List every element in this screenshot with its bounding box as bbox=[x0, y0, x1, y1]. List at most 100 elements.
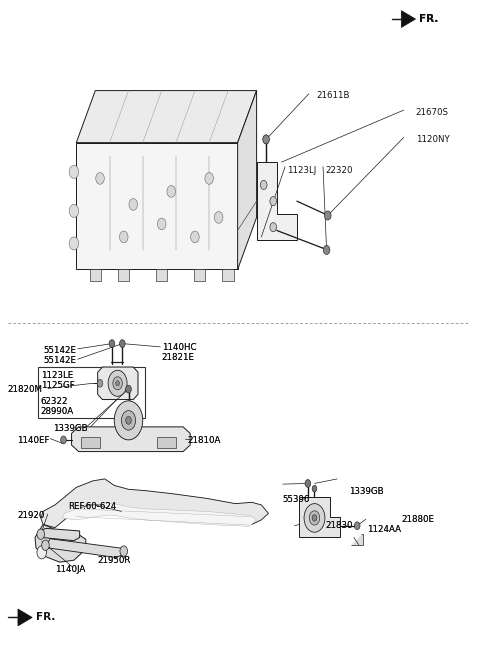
Text: 21830: 21830 bbox=[325, 521, 353, 529]
Polygon shape bbox=[300, 497, 340, 537]
Text: 1339GB: 1339GB bbox=[53, 424, 87, 434]
Circle shape bbox=[121, 411, 136, 430]
Circle shape bbox=[69, 205, 79, 217]
Circle shape bbox=[42, 540, 49, 550]
Text: 21830: 21830 bbox=[325, 521, 353, 529]
Text: 28990A: 28990A bbox=[41, 407, 74, 416]
Polygon shape bbox=[97, 367, 138, 400]
Text: 1125GF: 1125GF bbox=[41, 380, 74, 390]
Text: 1123LJ: 1123LJ bbox=[288, 166, 317, 175]
Circle shape bbox=[323, 245, 330, 255]
Circle shape bbox=[129, 199, 138, 211]
Circle shape bbox=[261, 180, 267, 190]
Circle shape bbox=[354, 522, 360, 529]
Text: 21950R: 21950R bbox=[97, 556, 131, 565]
Text: 21920: 21920 bbox=[17, 511, 44, 520]
Circle shape bbox=[126, 417, 132, 424]
Polygon shape bbox=[41, 479, 268, 527]
Circle shape bbox=[97, 379, 103, 387]
Circle shape bbox=[108, 370, 127, 396]
Text: 21810A: 21810A bbox=[187, 436, 220, 445]
Polygon shape bbox=[72, 427, 190, 451]
Circle shape bbox=[157, 218, 166, 230]
Polygon shape bbox=[42, 528, 80, 541]
Text: REF.60-624: REF.60-624 bbox=[68, 502, 117, 512]
Text: 1123LE: 1123LE bbox=[41, 371, 73, 380]
Text: 1339GB: 1339GB bbox=[349, 487, 384, 497]
Circle shape bbox=[304, 504, 325, 532]
Circle shape bbox=[37, 546, 47, 559]
Circle shape bbox=[126, 385, 132, 393]
Text: 1140JA: 1140JA bbox=[55, 565, 85, 575]
Circle shape bbox=[96, 173, 104, 184]
Text: 21920: 21920 bbox=[17, 511, 44, 520]
Text: 1140EF: 1140EF bbox=[17, 436, 49, 445]
Text: 1120NY: 1120NY bbox=[416, 135, 449, 144]
Polygon shape bbox=[156, 270, 168, 281]
Circle shape bbox=[312, 515, 317, 521]
Polygon shape bbox=[222, 270, 234, 281]
Circle shape bbox=[309, 511, 320, 525]
Text: 21611B: 21611B bbox=[316, 91, 349, 100]
Circle shape bbox=[312, 485, 317, 492]
Polygon shape bbox=[35, 524, 86, 562]
Circle shape bbox=[116, 380, 120, 386]
Circle shape bbox=[270, 222, 276, 232]
Text: 28990A: 28990A bbox=[41, 407, 74, 416]
Circle shape bbox=[113, 377, 122, 390]
Circle shape bbox=[69, 237, 79, 250]
Text: 55396: 55396 bbox=[283, 495, 310, 504]
Text: FR.: FR. bbox=[420, 14, 439, 24]
Circle shape bbox=[215, 212, 223, 223]
Polygon shape bbox=[76, 91, 257, 142]
Text: 1140JA: 1140JA bbox=[55, 565, 85, 575]
Text: 1124AA: 1124AA bbox=[367, 525, 401, 534]
Text: 55142E: 55142E bbox=[43, 346, 76, 355]
Text: 1140EF: 1140EF bbox=[17, 436, 49, 445]
Text: 21670S: 21670S bbox=[416, 108, 448, 117]
Circle shape bbox=[205, 173, 214, 184]
Circle shape bbox=[37, 529, 45, 539]
Polygon shape bbox=[157, 438, 176, 447]
Text: 21820M: 21820M bbox=[8, 385, 43, 394]
Circle shape bbox=[69, 165, 79, 178]
Polygon shape bbox=[118, 270, 130, 281]
Polygon shape bbox=[76, 142, 238, 270]
Text: 1339GB: 1339GB bbox=[53, 424, 87, 434]
Text: 55142E: 55142E bbox=[43, 356, 76, 365]
Polygon shape bbox=[62, 504, 257, 526]
Text: 21810A: 21810A bbox=[187, 436, 220, 445]
Circle shape bbox=[263, 135, 269, 144]
Text: 21880E: 21880E bbox=[401, 516, 434, 524]
Circle shape bbox=[120, 340, 125, 348]
Polygon shape bbox=[401, 10, 416, 28]
Text: 1140HC: 1140HC bbox=[162, 343, 196, 352]
Text: FR.: FR. bbox=[420, 14, 439, 24]
Text: 21950R: 21950R bbox=[97, 556, 131, 565]
Text: 1339GB: 1339GB bbox=[349, 487, 384, 497]
Circle shape bbox=[324, 211, 331, 220]
Text: 55142E: 55142E bbox=[43, 356, 76, 365]
Text: 1125GF: 1125GF bbox=[41, 380, 74, 390]
Text: REF.60-624: REF.60-624 bbox=[68, 502, 117, 512]
Circle shape bbox=[167, 186, 176, 197]
Circle shape bbox=[305, 480, 311, 487]
Text: 21821E: 21821E bbox=[162, 353, 195, 361]
Text: 1140HC: 1140HC bbox=[162, 343, 196, 352]
Text: 55142E: 55142E bbox=[43, 346, 76, 355]
Circle shape bbox=[114, 401, 143, 440]
Text: 22320: 22320 bbox=[325, 166, 353, 175]
Polygon shape bbox=[238, 91, 257, 270]
Text: 55396: 55396 bbox=[283, 495, 310, 504]
Text: 21820M: 21820M bbox=[8, 385, 43, 394]
Text: 21880E: 21880E bbox=[401, 516, 434, 524]
Text: 1124AA: 1124AA bbox=[367, 525, 401, 534]
Circle shape bbox=[270, 197, 276, 206]
Text: 1123LE: 1123LE bbox=[41, 371, 73, 380]
Circle shape bbox=[109, 340, 115, 348]
Circle shape bbox=[191, 231, 199, 243]
Text: 62322: 62322 bbox=[41, 397, 68, 406]
Polygon shape bbox=[90, 270, 101, 281]
Circle shape bbox=[120, 546, 128, 556]
Circle shape bbox=[120, 231, 128, 243]
